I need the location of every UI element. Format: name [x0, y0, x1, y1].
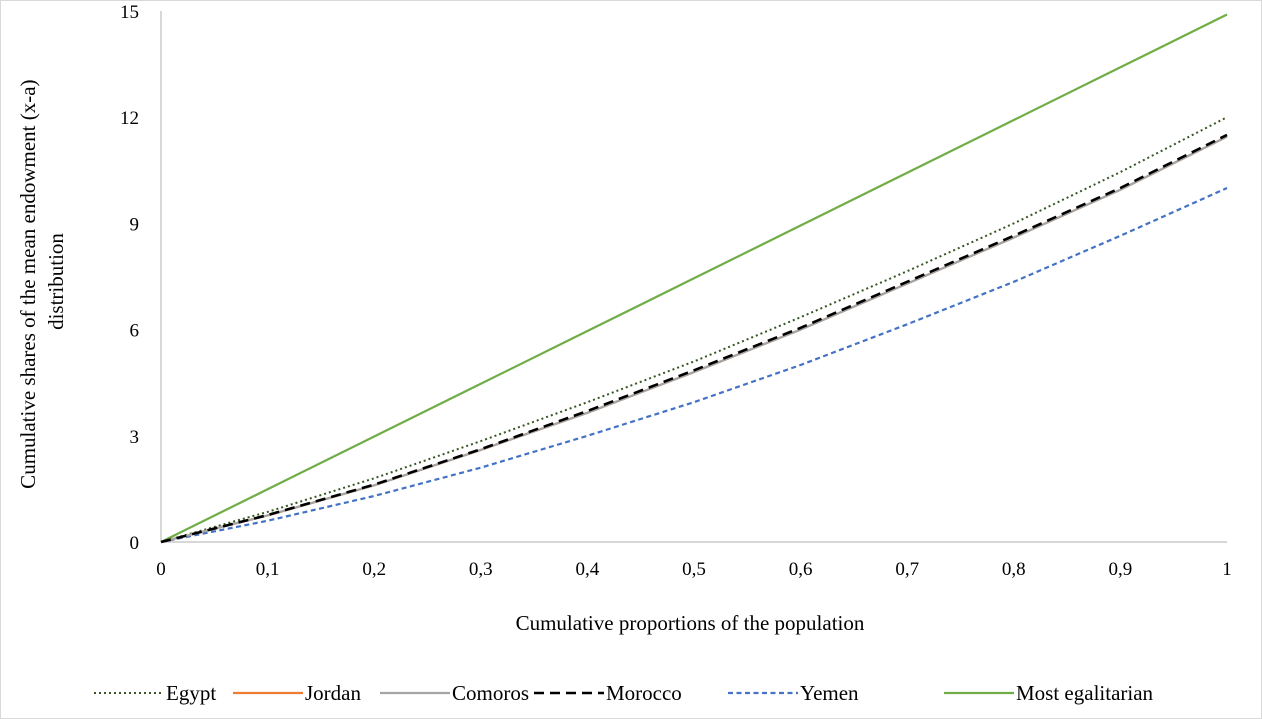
legend-label: Egypt — [166, 681, 216, 705]
y-axis-title: Cumulative shares of the mean endowment … — [16, 74, 68, 489]
x-tick-label: 0,1 — [256, 559, 280, 580]
legend: Egypt Jordan Comoros Morocco Yemen Most egali… — [94, 681, 1154, 705]
legend-label: Jordan — [305, 681, 361, 705]
series-line-yemen — [161, 188, 1227, 542]
legend-item-yemen: Yemen — [728, 681, 859, 705]
legend-item-morocco: Morocco — [534, 681, 682, 705]
series-layer — [161, 15, 1227, 542]
y-tick-label: 6 — [130, 321, 140, 342]
series-line-morocco — [161, 135, 1227, 542]
x-tick-label: 0,5 — [682, 559, 706, 580]
x-tick-label: 0,9 — [1109, 559, 1133, 580]
x-tick-label: 0,8 — [1002, 559, 1026, 580]
legend-label: Yemen — [800, 681, 859, 705]
y-tick-label: 12 — [120, 108, 139, 129]
y-tick-label: 15 — [120, 2, 139, 23]
legend-item-comoros: Comoros — [380, 681, 529, 705]
y-axis-title-line-1: Cumulative shares of the mean endowment … — [16, 79, 40, 488]
x-axis: 0 0,1 0,2 0,3 0,4 0,5 0,6 0,7 0,8 0,9 1 — [156, 542, 1232, 580]
series-line-most-egalitarian — [161, 15, 1227, 542]
x-tick-label: 0,4 — [576, 559, 600, 580]
x-tick-label: 0,2 — [362, 559, 386, 580]
legend-label: Morocco — [606, 681, 682, 705]
x-tick-label: 0 — [156, 559, 166, 580]
x-tick-label: 0,3 — [469, 559, 493, 580]
y-axis-title-line-2: distribution — [44, 233, 68, 330]
x-tick-label: 0,7 — [895, 559, 919, 580]
legend-item-most-egalitarian: Most egalitarian — [944, 681, 1154, 705]
series-line-egypt — [161, 117, 1227, 542]
legend-label: Most egalitarian — [1016, 681, 1154, 705]
y-axis: 0 3 6 9 12 15 — [120, 2, 161, 554]
legend-label: Comoros — [452, 681, 529, 705]
y-tick-label: 3 — [130, 427, 140, 448]
y-tick-label: 0 — [130, 533, 140, 554]
x-tick-label: 1 — [1222, 559, 1232, 580]
y-tick-label: 9 — [130, 214, 140, 235]
legend-item-jordan: Jordan — [233, 681, 361, 705]
x-axis-title: Cumulative proportions of the population — [516, 611, 865, 635]
x-tick-label: 0,6 — [789, 559, 813, 580]
legend-item-egypt: Egypt — [94, 681, 216, 705]
